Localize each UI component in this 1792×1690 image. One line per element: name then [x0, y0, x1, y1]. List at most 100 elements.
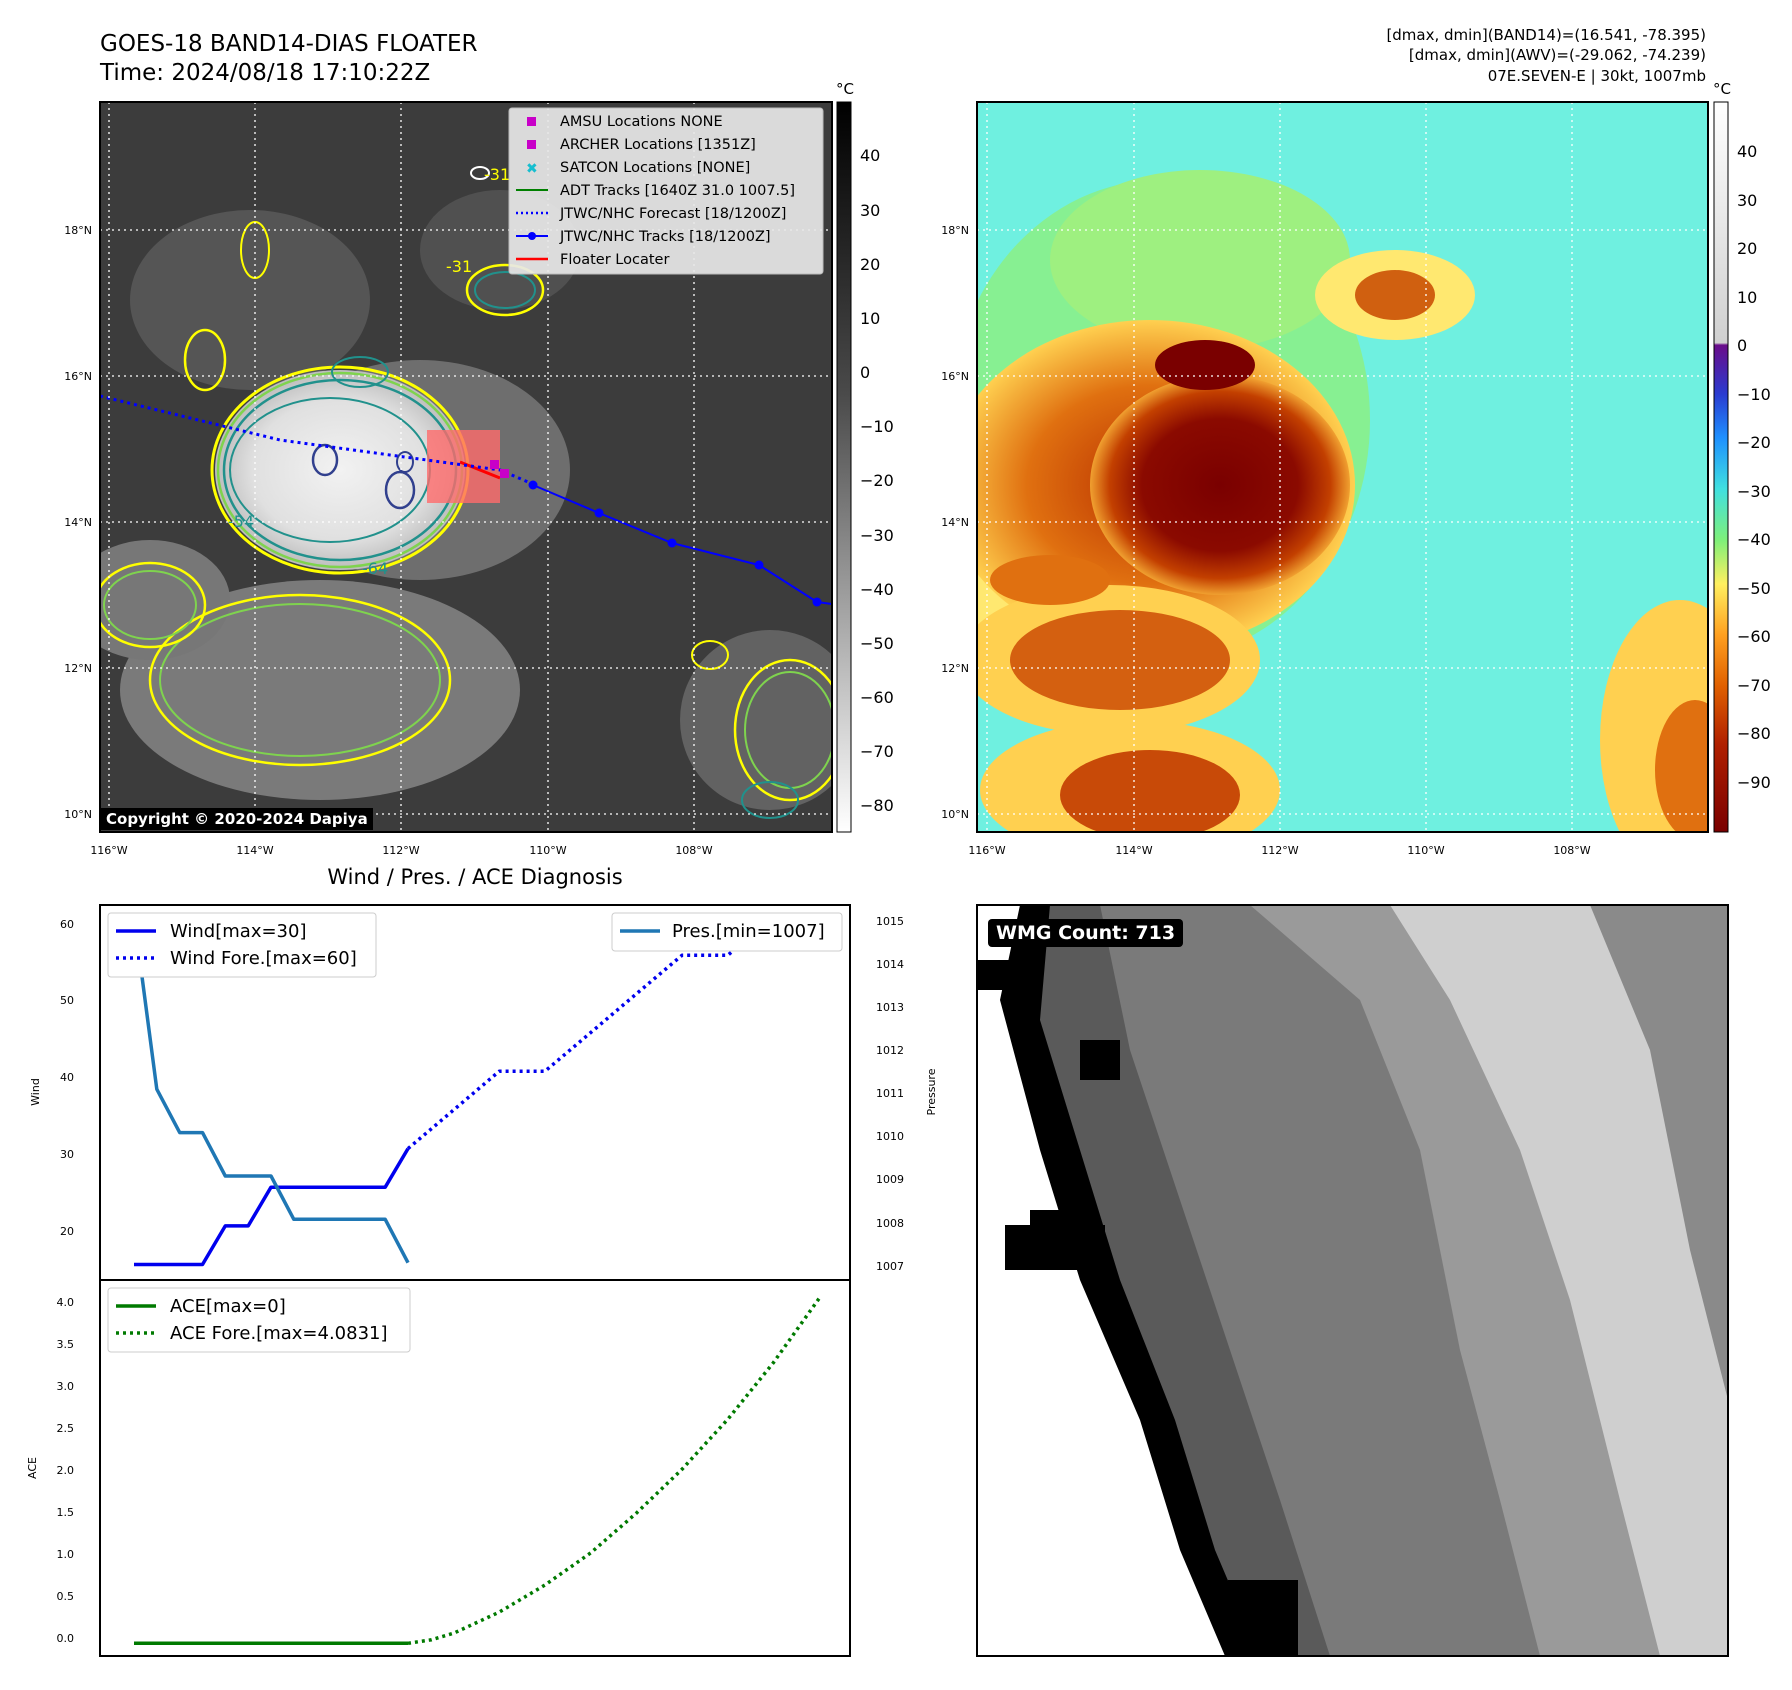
colorbar-tick: −30 — [1737, 482, 1771, 501]
colorbar-tick: 30 — [860, 201, 880, 220]
ace-legend: ACE[max=0] ACE Fore.[max=4.0831] — [107, 1287, 411, 1353]
lon-tick-labels-left: 116°W 114°W 112°W 110°W 108°W — [90, 844, 712, 857]
wmg-panel — [976, 904, 1729, 1657]
archer-marker — [500, 469, 509, 478]
pressure-ytick: 1015 — [876, 915, 904, 928]
copyright-badge: Copyright © 2020-2024 Dapiya — [101, 808, 373, 830]
colorbar-left: °C 40 30 20 10 0 −10 −20 −30 −40 −50 −60… — [836, 80, 894, 833]
colorbar-tick: 10 — [860, 309, 880, 328]
ace-ytick: 2.5 — [57, 1422, 75, 1435]
legend-label: ADT Tracks [1640Z 31.0 1007.5] — [560, 183, 795, 199]
wind-yticks: 60 50 40 30 20 — [60, 918, 74, 1238]
figure-time: Time: 2024/08/18 17:10:22Z — [99, 60, 430, 86]
legend-swatch-satcon: ✖ — [526, 161, 538, 177]
map-gridlines — [977, 102, 1708, 832]
colorbar-tick: 30 — [1737, 191, 1757, 210]
colorbar-tick: 10 — [1737, 288, 1757, 307]
wind-ytick: 20 — [60, 1225, 74, 1238]
colorbar-tick: −80 — [860, 796, 894, 815]
lat-tick: 14°N — [941, 516, 969, 529]
lon-tick: 108°W — [675, 844, 712, 857]
ir-map-panel: -31 -31 -54 -64 — [64, 101, 833, 857]
ace-ytick: 3.0 — [57, 1380, 75, 1393]
wind-ytick: 60 — [60, 918, 74, 931]
contour-label: -31 — [446, 257, 472, 276]
ace-ytick: 0.5 — [57, 1590, 75, 1603]
wind-pressure-chart: 60 50 40 30 20 Wind 1015 1014 1013 1012 … — [29, 904, 938, 1281]
colorbar-tick: 20 — [860, 255, 880, 274]
wind-legend: Wind[max=30] Wind Fore.[max=60] — [107, 912, 377, 978]
lat-tick: 16°N — [941, 370, 969, 383]
colorbar-tick: 40 — [860, 146, 880, 165]
legend-label: Wind[max=30] — [170, 921, 307, 942]
ace-ylabel: ACE — [26, 1457, 39, 1479]
ace-ytick: 2.0 — [57, 1464, 75, 1477]
legend-label: JTWC/NHC Tracks [18/1200Z] — [559, 229, 771, 245]
colorbar-unit: °C — [1713, 80, 1731, 98]
colorbar-unit: °C — [836, 80, 854, 98]
legend-swatch-archer — [527, 140, 536, 149]
colorbar-tick: −70 — [1737, 676, 1771, 695]
info-band14-range: [dmax, dmin](BAND14)=(16.541, -78.395) — [1386, 26, 1706, 44]
colorbar-tick: 40 — [1737, 142, 1757, 161]
colorbar-tick: −20 — [860, 471, 894, 490]
lon-tick-labels-right: 116°W 114°W 112°W 110°W 108°W — [968, 844, 1590, 857]
ace-yticks: 4.0 3.5 3.0 2.5 2.0 1.5 1.0 0.5 0.0 — [57, 1296, 75, 1645]
contour-label: -64 — [362, 559, 388, 578]
colorbar-tick: −50 — [860, 634, 894, 653]
colorbar-tick: −70 — [860, 742, 894, 761]
lon-tick: 110°W — [1407, 844, 1444, 857]
colorbar-tick: −80 — [1737, 724, 1771, 743]
colorbar-tick: −20 — [1737, 433, 1771, 452]
color-imagery — [977, 102, 1708, 832]
colorbar-tick: −10 — [1737, 385, 1771, 404]
ace-ytick: 1.0 — [57, 1548, 75, 1561]
pressure-legend: Pres.[min=1007] — [611, 912, 843, 952]
colorbar-right: °C 40 30 20 10 0 −10 −20 −30 −40 −50 −60… — [1713, 80, 1771, 833]
pressure-ytick: 1014 — [876, 958, 904, 971]
ace-chart: 4.0 3.5 3.0 2.5 2.0 1.5 1.0 0.5 0.0 ACE … — [26, 1279, 851, 1657]
wmg-count-badge: WMG Count: 713 — [988, 919, 1184, 947]
legend-label: JTWC/NHC Forecast [18/1200Z] — [559, 206, 786, 222]
lon-tick: 114°W — [236, 844, 273, 857]
lat-tick: 18°N — [64, 224, 92, 237]
ace-ytick: 3.5 — [57, 1338, 75, 1351]
lon-tick: 116°W — [968, 844, 1005, 857]
lon-tick: 112°W — [1261, 844, 1298, 857]
lat-tick: 16°N — [64, 370, 92, 383]
info-storm-id: 07E.SEVEN-E | 30kt, 1007mb — [1488, 67, 1706, 85]
colorbar-tick: −90 — [1737, 773, 1771, 792]
wind-ytick: 50 — [60, 994, 74, 1007]
lon-tick: 116°W — [90, 844, 127, 857]
pressure-ylabel: Pressure — [925, 1068, 938, 1115]
lat-tick: 12°N — [64, 662, 92, 675]
wmg-imagery — [977, 905, 1728, 1656]
colorbar-tick: −30 — [860, 526, 894, 545]
lon-tick: 108°W — [1553, 844, 1590, 857]
colorbar-tick: −60 — [1737, 627, 1771, 646]
pressure-ytick: 1012 — [876, 1044, 904, 1057]
lat-tick: 10°N — [941, 808, 969, 821]
color-map-panel: 18°N 16°N 14°N 12°N 10°N 116°W 114°W 112… — [941, 101, 1709, 857]
legend-label: Floater Locater — [560, 252, 669, 268]
colorbar-tick: −40 — [860, 580, 894, 599]
figure-title: GOES-18 BAND14-DIAS FLOATER — [100, 31, 478, 57]
colorbar-tick: 0 — [1737, 336, 1747, 355]
colorbar-tick: 0 — [860, 363, 870, 382]
pressure-yticks: 1015 1014 1013 1012 1011 1010 1009 1008 … — [876, 915, 904, 1273]
legend-label: Wind Fore.[max=60] — [170, 948, 357, 969]
jtwc-track-points — [528, 480, 822, 607]
colorbar-tick: −60 — [860, 688, 894, 707]
lat-tick: 14°N — [64, 516, 92, 529]
pressure-ytick: 1008 — [876, 1217, 904, 1230]
ace-ytick: 1.5 — [57, 1506, 75, 1519]
legend-label: AMSU Locations NONE — [560, 114, 723, 130]
pressure-ytick: 1013 — [876, 1001, 904, 1014]
lat-tick: 12°N — [941, 662, 969, 675]
lat-tick-labels-left: 18°N 16°N 14°N 12°N 10°N — [64, 224, 92, 821]
legend-label: SATCON Locations [NONE] — [560, 160, 750, 176]
legend-label: ARCHER Locations [1351Z] — [560, 137, 756, 153]
legend-label: Pres.[min=1007] — [672, 921, 825, 942]
info-awv-range: [dmax, dmin](AWV)=(-29.062, -74.239) — [1409, 46, 1706, 64]
lat-tick: 10°N — [64, 808, 92, 821]
